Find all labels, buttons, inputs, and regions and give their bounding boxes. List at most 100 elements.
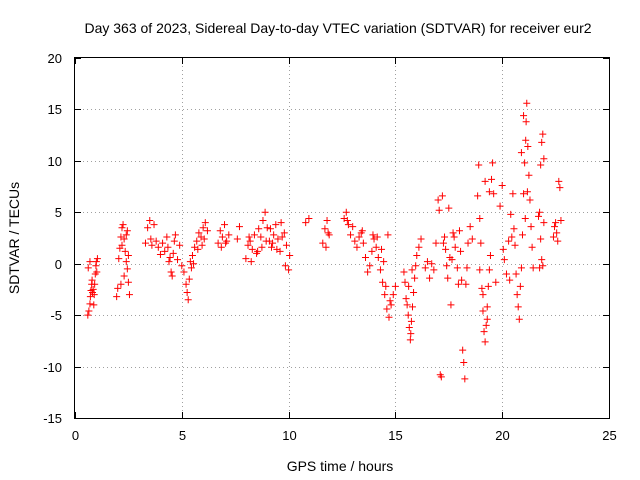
data-point <box>221 221 229 229</box>
data-point <box>538 138 546 146</box>
data-point <box>482 321 490 329</box>
data-point <box>515 315 523 323</box>
data-point <box>344 221 352 229</box>
data-point <box>368 247 376 255</box>
data-point <box>520 190 528 198</box>
data-point <box>246 237 254 245</box>
data-point <box>492 278 500 286</box>
data-point <box>195 229 203 237</box>
data-point <box>178 262 186 270</box>
data-point <box>489 159 497 167</box>
data-point <box>114 284 122 292</box>
data-point <box>355 233 363 241</box>
data-point <box>152 237 160 245</box>
data-point <box>537 235 545 243</box>
data-point <box>385 313 393 321</box>
data-point <box>180 268 188 276</box>
data-point <box>406 336 414 344</box>
data-point <box>483 303 491 311</box>
data-point <box>302 219 310 227</box>
data-point <box>185 275 193 283</box>
data-point <box>222 239 230 247</box>
data-point <box>439 239 447 247</box>
data-point <box>305 214 313 222</box>
data-point <box>400 268 408 276</box>
data-point <box>278 233 286 241</box>
data-point <box>505 237 513 245</box>
data-point <box>520 112 528 120</box>
data-point <box>169 249 177 257</box>
data-point <box>507 210 515 218</box>
data-point <box>535 212 543 220</box>
data-point <box>161 247 169 255</box>
data-point <box>435 206 443 214</box>
data-point <box>259 217 267 225</box>
data-point <box>156 250 164 258</box>
data-point <box>164 243 172 251</box>
data-point <box>517 264 525 272</box>
data-point <box>176 241 184 249</box>
data-point <box>403 301 411 309</box>
data-point <box>273 245 281 253</box>
data-point <box>372 243 380 251</box>
data-point <box>167 268 175 276</box>
data-point <box>536 264 544 272</box>
data-point <box>508 233 516 241</box>
data-point <box>453 264 461 272</box>
data-point <box>88 276 96 284</box>
data-point <box>387 301 395 309</box>
data-point <box>556 184 564 192</box>
data-point <box>86 300 94 308</box>
data-point <box>474 192 482 200</box>
data-point <box>376 266 384 274</box>
data-point <box>405 282 413 290</box>
data-point <box>163 233 171 241</box>
data-point <box>91 280 99 288</box>
data-point <box>514 303 522 311</box>
data-point <box>421 264 429 272</box>
data-point <box>274 235 282 243</box>
data-point <box>248 245 256 253</box>
data-point <box>254 247 262 255</box>
data-point <box>539 130 547 138</box>
data-point <box>486 251 494 259</box>
data-point <box>523 99 531 107</box>
data-point <box>113 293 121 301</box>
data-point <box>245 233 253 241</box>
data-point <box>450 233 458 241</box>
data-point <box>141 239 149 247</box>
data-point <box>247 258 255 266</box>
data-point <box>117 280 125 288</box>
data-points <box>84 99 565 383</box>
data-point <box>528 243 536 251</box>
data-point <box>499 245 507 253</box>
data-point <box>203 227 211 235</box>
x-tick-label: 0 <box>72 428 79 443</box>
data-point <box>122 231 130 239</box>
data-point <box>428 260 436 268</box>
data-point <box>451 243 459 251</box>
data-point <box>324 229 332 237</box>
data-point <box>455 227 463 235</box>
data-point <box>282 241 290 249</box>
data-point <box>426 274 434 282</box>
data-point <box>148 241 156 249</box>
data-point <box>522 118 530 126</box>
x-tick-label: 20 <box>495 428 509 443</box>
data-point <box>461 375 469 383</box>
data-point <box>540 219 548 227</box>
axis-ticks: 0 5 10 15 20 25 -15 -10 -5 0 5 10 15 20 <box>43 51 617 443</box>
data-point <box>496 202 504 210</box>
data-point <box>364 268 372 276</box>
data-point <box>462 280 470 288</box>
data-point <box>481 338 489 346</box>
data-point <box>250 231 258 239</box>
data-point <box>374 254 382 262</box>
data-point <box>118 224 126 232</box>
data-point <box>351 237 359 245</box>
data-point <box>407 317 415 325</box>
x-tick-label: 25 <box>602 428 616 443</box>
data-point <box>536 208 544 216</box>
data-point <box>269 239 277 247</box>
